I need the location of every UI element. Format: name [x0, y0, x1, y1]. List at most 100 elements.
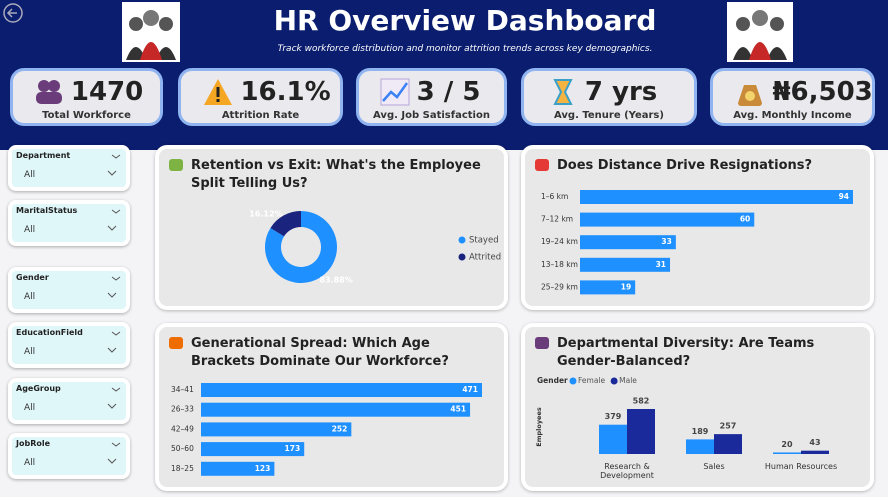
chevron: [107, 292, 117, 298]
filter[interactable]: EducationField All: [8, 322, 130, 368]
chevron: [111, 154, 121, 159]
chart-card: 1–6 km 94 7–12 km 60 19–24 km 33 13–18 km 31 25–…: [521, 145, 874, 310]
category-label: 19–24 km: [541, 237, 578, 246]
bar: [580, 212, 755, 227]
filter-body: Department All: [12, 149, 126, 187]
data-label: 20: [781, 440, 793, 449]
filter-label: Department: [16, 151, 71, 160]
chevron: [111, 209, 121, 214]
logo: [122, 2, 180, 62]
title-icon: [169, 337, 183, 349]
chevron: [107, 458, 117, 464]
kpi-icon: [35, 80, 62, 104]
filter-body: Gender All: [12, 271, 126, 309]
data-label: 379: [605, 412, 622, 421]
data-label: 19: [621, 282, 631, 291]
filter[interactable]: Gender All: [8, 267, 130, 313]
kpi-card: 16.1% Attrition Rate: [178, 68, 343, 126]
filter-label: MaritalStatus: [16, 206, 78, 215]
chart-title: Departmental Diversity: Are Teams Gender…: [557, 336, 815, 369]
kpi-label: Avg. Job Satisfaction: [373, 110, 490, 121]
data-label: 173: [285, 444, 301, 453]
title-icon: [535, 337, 549, 349]
data-label: 33: [661, 237, 671, 246]
title: HR Overview Dashboard: [273, 4, 657, 37]
chart-title: Generational Spread: Which Age Brackets …: [191, 336, 449, 369]
back-button[interactable]: [2, 2, 24, 24]
legend-label: Attrited: [469, 253, 501, 263]
kpi-value: ₦6,503: [772, 77, 873, 107]
chevron: [111, 331, 121, 336]
category-label: 1–6 km: [541, 192, 568, 201]
filter[interactable]: Department All: [8, 145, 130, 191]
data-label: 257: [720, 422, 737, 431]
category-label: 50–60: [171, 444, 194, 453]
icon: [381, 82, 408, 102]
kpi-label: Attrition Rate: [221, 110, 300, 121]
legend-label: Female: [578, 376, 606, 385]
chevron: [107, 225, 117, 231]
icon: [380, 78, 410, 106]
chart: Gender Female 379 189 20 Male 582 257 43 Employee…: [535, 337, 829, 454]
filter-body: AgeGroup All: [12, 382, 126, 420]
legend-marker: [458, 253, 466, 261]
kpi-icon: [204, 79, 233, 105]
bar: [580, 235, 676, 250]
chart: 1–6 km 94 7–12 km 60 19–24 km 33 13–18 km 31 25–…: [535, 159, 853, 295]
bar: [201, 461, 275, 476]
category-label: 18–25: [171, 464, 194, 473]
icon: [216, 87, 220, 97]
bar: [599, 424, 627, 454]
kpi-card: 7 yrs Avg. Tenure (Years): [521, 68, 697, 126]
chevrons: [107, 276, 121, 298]
chevron: [107, 170, 117, 176]
bar: [686, 439, 714, 454]
filter-body: JobRole All: [12, 437, 126, 475]
icon: [745, 91, 756, 101]
bar: [801, 450, 829, 454]
bar: [714, 434, 742, 454]
filter-value: All: [24, 458, 36, 468]
bar: [201, 442, 305, 457]
chart: 83.88% Stayed 16.12% Attrited: [169, 159, 501, 285]
bar: [201, 422, 352, 437]
legend-marker: [610, 377, 618, 385]
chart-title: Does Distance Drive Resignations?: [557, 158, 813, 173]
bar: [627, 409, 655, 454]
chart-card: 83.88% Stayed 16.12% Attrited Retention vs E…: [155, 145, 508, 310]
icon: [553, 79, 573, 105]
data-label: 582: [633, 397, 650, 406]
kpi-icon: [380, 78, 410, 106]
chart-card: Gender Female 379 189 20 Male 582 257 43 Employee…: [521, 323, 874, 491]
donut-slice: [270, 211, 301, 237]
kpi-label: Total Workforce: [42, 110, 131, 121]
category-label: 13–18 km: [541, 260, 578, 269]
chevrons: [107, 387, 121, 409]
category-label: 42–49: [171, 424, 194, 433]
category-label: Research & Development: [600, 462, 654, 480]
data-label: 31: [656, 260, 666, 269]
bar: [580, 257, 671, 272]
data-label: 43: [809, 438, 820, 447]
data-label: 83.88%: [319, 276, 352, 285]
bar: [580, 190, 853, 204]
kpi-value: 16.1%: [240, 77, 331, 107]
subtitle: Track workforce distribution and monitor…: [277, 44, 653, 54]
kpi-icon: [738, 85, 763, 106]
kpi-card: ₦6,503 Avg. Monthly Income: [710, 68, 875, 126]
chevron: [111, 276, 121, 281]
filter-value: All: [24, 347, 36, 357]
filter-label: EducationField: [16, 328, 83, 337]
filter[interactable]: AgeGroup All: [8, 378, 130, 424]
legend-marker: [458, 236, 466, 244]
data-label: 94: [839, 192, 849, 201]
filter[interactable]: MaritalStatus All: [8, 200, 130, 246]
kpi-label: Avg. Tenure (Years): [554, 110, 664, 121]
bar: [580, 280, 636, 295]
chevron: [111, 387, 121, 392]
kpi-card: 1470 Total Workforce: [10, 68, 163, 126]
filter[interactable]: JobRole All: [8, 433, 130, 479]
category-label: 34–41: [171, 385, 194, 394]
legend-title: Gender: [537, 376, 568, 385]
